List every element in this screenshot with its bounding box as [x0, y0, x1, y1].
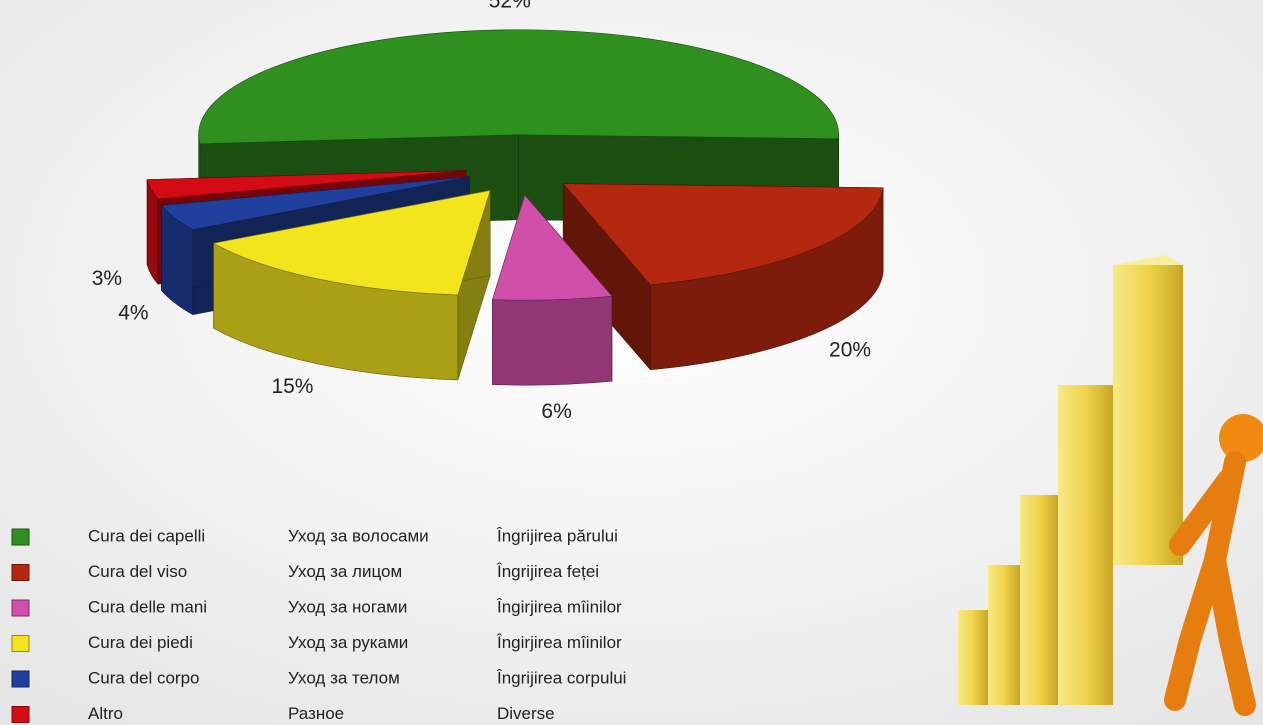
slice-wall	[492, 295, 613, 386]
legend-label-ro: Îngirjirea mîinilor	[496, 597, 622, 616]
legend-label-ru: Уход за лицом	[288, 562, 402, 581]
value-label: 3%	[92, 267, 122, 290]
value-label: 20%	[829, 339, 871, 362]
legend-swatch	[11, 599, 30, 617]
pie: 52% 3% 4% 20% 15% 6%	[92, 0, 884, 423]
slice	[492, 194, 613, 386]
legend-label-ru: Разное	[288, 704, 344, 723]
legend-label-ro: Îngrijirea feței	[496, 562, 599, 581]
legend-label: Cura delle mani	[88, 597, 207, 616]
slice-top	[212, 190, 491, 296]
legend-label: Cura del corpo	[88, 668, 200, 687]
legend: Cura dei capelli Уход за волосами Îngrijir…	[11, 526, 626, 723]
slice-top	[562, 183, 884, 286]
legend-swatch	[11, 528, 30, 546]
slice-top	[492, 194, 613, 301]
legend-label: Cura del viso	[88, 562, 187, 581]
legend-label-ru: Уход за телом	[288, 668, 400, 687]
legend-label: Cura dei capelli	[88, 526, 205, 545]
value-label: 15%	[271, 375, 313, 398]
legend-label: Altro	[88, 704, 123, 723]
slice-top	[198, 29, 839, 145]
decoration	[958, 255, 1263, 716]
slice-top	[160, 176, 470, 230]
legend-label-ro: Îngrijirea corpului	[496, 668, 626, 687]
legend-label-ro: Îngirjirea mîinilor	[496, 633, 622, 652]
slice	[212, 190, 491, 381]
legend-label-ro: Diverse	[497, 704, 555, 723]
legend-swatch	[11, 564, 30, 581]
legend-label-ro: Îngrijirea părului	[496, 526, 618, 545]
legend-label-ru: Уход за волосами	[288, 526, 429, 545]
legend-swatch	[11, 670, 30, 688]
legend-swatch	[11, 706, 30, 723]
legend-label-ru: Уход за ногами	[288, 597, 407, 616]
slice-top	[146, 170, 466, 200]
value-label: 4%	[118, 301, 148, 324]
value-label: 52%	[489, 0, 531, 12]
legend-label: Cura dei piedi	[88, 633, 193, 652]
legend-label-ru: Уход за руками	[288, 633, 408, 652]
slice	[562, 182, 884, 371]
legend-swatch	[11, 635, 30, 652]
value-label: 6%	[541, 400, 571, 423]
